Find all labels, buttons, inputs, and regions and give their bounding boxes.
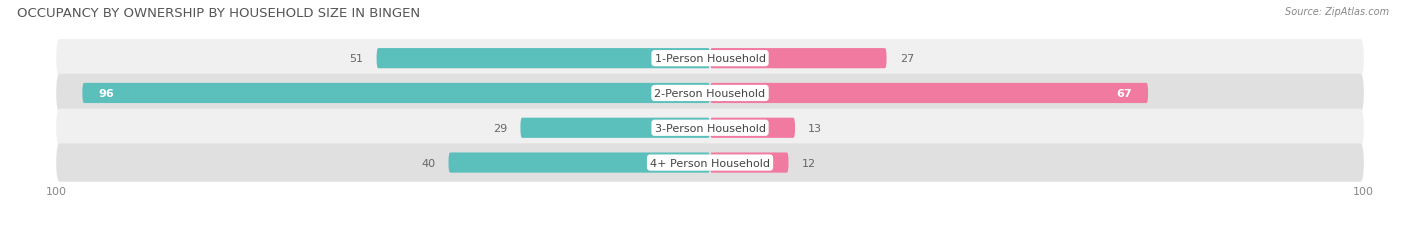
FancyBboxPatch shape (710, 84, 1149, 104)
Text: 2-Person Household: 2-Person Household (654, 88, 766, 99)
Text: 29: 29 (494, 123, 508, 133)
Text: 96: 96 (98, 88, 114, 99)
FancyBboxPatch shape (710, 49, 887, 69)
FancyBboxPatch shape (83, 84, 710, 104)
Text: 27: 27 (900, 54, 914, 64)
FancyBboxPatch shape (56, 74, 1364, 113)
Text: Source: ZipAtlas.com: Source: ZipAtlas.com (1285, 7, 1389, 17)
FancyBboxPatch shape (449, 153, 710, 173)
Text: 12: 12 (801, 158, 815, 168)
FancyBboxPatch shape (56, 144, 1364, 182)
FancyBboxPatch shape (56, 40, 1364, 78)
Text: 3-Person Household: 3-Person Household (655, 123, 765, 133)
Text: 67: 67 (1116, 88, 1132, 99)
FancyBboxPatch shape (56, 109, 1364, 147)
FancyBboxPatch shape (710, 153, 789, 173)
Text: 1-Person Household: 1-Person Household (655, 54, 765, 64)
FancyBboxPatch shape (377, 49, 710, 69)
FancyBboxPatch shape (520, 118, 710, 138)
Text: 13: 13 (808, 123, 823, 133)
Text: 51: 51 (350, 54, 364, 64)
Text: OCCUPANCY BY OWNERSHIP BY HOUSEHOLD SIZE IN BINGEN: OCCUPANCY BY OWNERSHIP BY HOUSEHOLD SIZE… (17, 7, 420, 20)
FancyBboxPatch shape (710, 118, 794, 138)
Text: 40: 40 (422, 158, 436, 168)
Text: 4+ Person Household: 4+ Person Household (650, 158, 770, 168)
